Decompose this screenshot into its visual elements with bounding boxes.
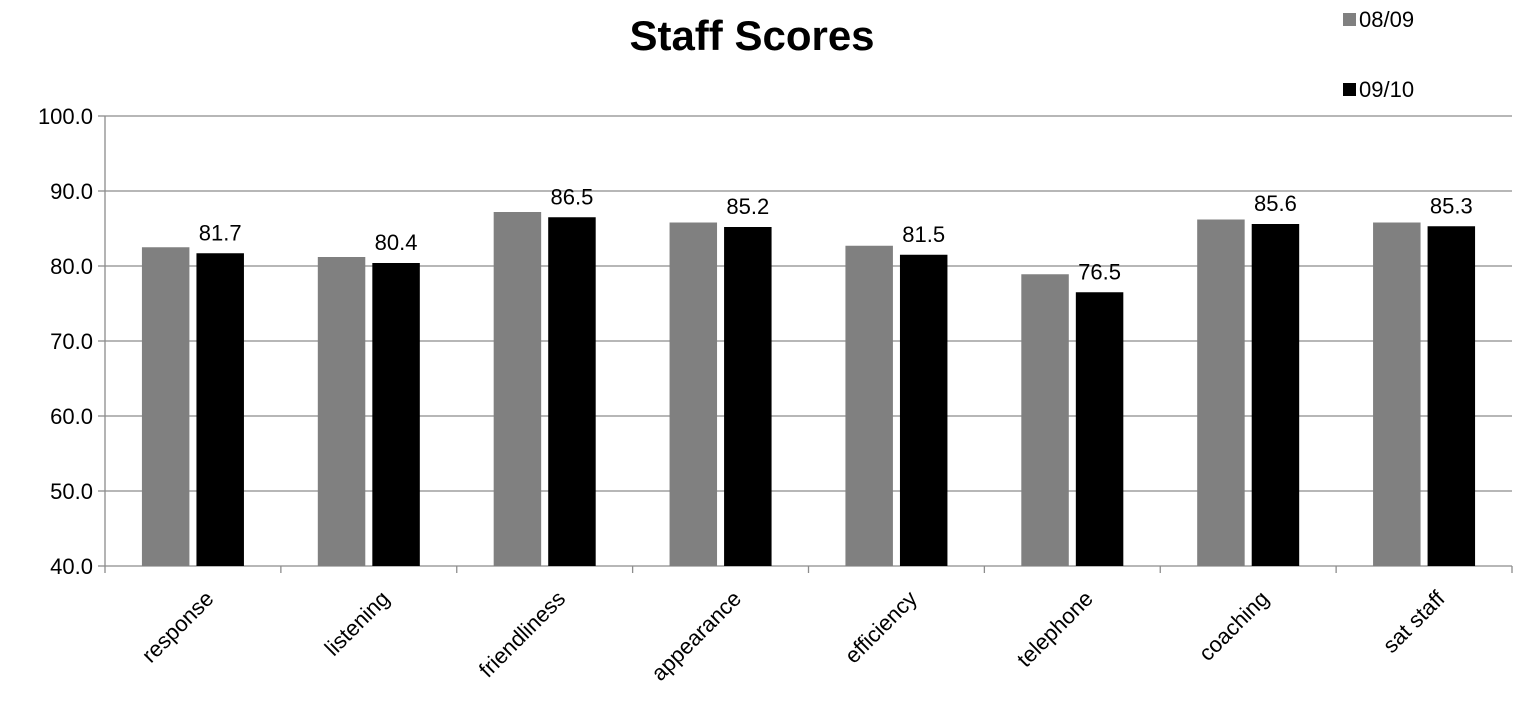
bar-09-10 (372, 263, 420, 566)
bar-09-10 (1427, 226, 1476, 566)
data-label: 81.5 (902, 222, 945, 247)
gridlines (105, 115, 1512, 492)
y-tick-label: 90.0 (50, 179, 93, 204)
bar-09-10 (899, 254, 948, 566)
y-tick-label: 50.0 (50, 479, 93, 504)
y-tick-label: 100.0 (38, 104, 93, 129)
bar-08-09 (493, 212, 542, 566)
category-label: sat staff (1378, 585, 1450, 657)
data-label: 85.2 (726, 194, 769, 219)
data-label: 76.5 (1078, 259, 1121, 284)
legend-swatch (1343, 13, 1356, 26)
bar-09-10 (1251, 224, 1300, 566)
data-label: 85.6 (1254, 191, 1297, 216)
legend-label: 08/09 (1359, 7, 1414, 32)
category-label: telephone (1012, 586, 1098, 672)
category-label: friendliness (474, 586, 570, 682)
category-label: coaching (1194, 586, 1274, 666)
category-label: listening (320, 586, 395, 661)
bar-08-09 (1197, 219, 1245, 566)
bar-09-10 (548, 217, 596, 566)
bar-09-10 (1075, 292, 1124, 566)
legend: 08/09 09/10 (1343, 7, 1414, 102)
y-tick-label: 70.0 (50, 329, 93, 354)
bar-09-10 (724, 227, 772, 566)
bars (141, 212, 1476, 566)
category-label: response (137, 586, 219, 668)
chart-title: Staff Scores (629, 12, 874, 59)
data-label: 81.7 (199, 220, 242, 245)
data-label: 85.3 (1430, 193, 1473, 218)
category-label: appearance (646, 586, 746, 686)
category-labels: response listening friendliness appearance e… (137, 585, 1450, 685)
y-tick-label: 80.0 (50, 254, 93, 279)
legend-swatch (1343, 83, 1356, 96)
data-label: 80.4 (375, 230, 418, 255)
bar-08-09 (669, 222, 718, 566)
category-label: efficiency (840, 586, 922, 668)
bar-08-09 (1021, 274, 1069, 566)
data-labels: 81.7 80.4 86.5 85.2 81.5 76.5 85.6 85.3 (199, 184, 1473, 284)
bar-08-09 (845, 245, 893, 566)
bar-08-09 (141, 247, 190, 566)
bar-08-09 (317, 257, 366, 566)
y-tick-label: 60.0 (50, 404, 93, 429)
axes: 40.0 50.0 60.0 70.0 80.0 90.0 100.0 (38, 104, 1513, 579)
bar-09-10 (196, 253, 244, 566)
bar-08-09 (1373, 222, 1421, 566)
data-label: 86.5 (551, 184, 594, 209)
y-tick-label: 40.0 (50, 554, 93, 579)
legend-label: 09/10 (1359, 77, 1414, 102)
